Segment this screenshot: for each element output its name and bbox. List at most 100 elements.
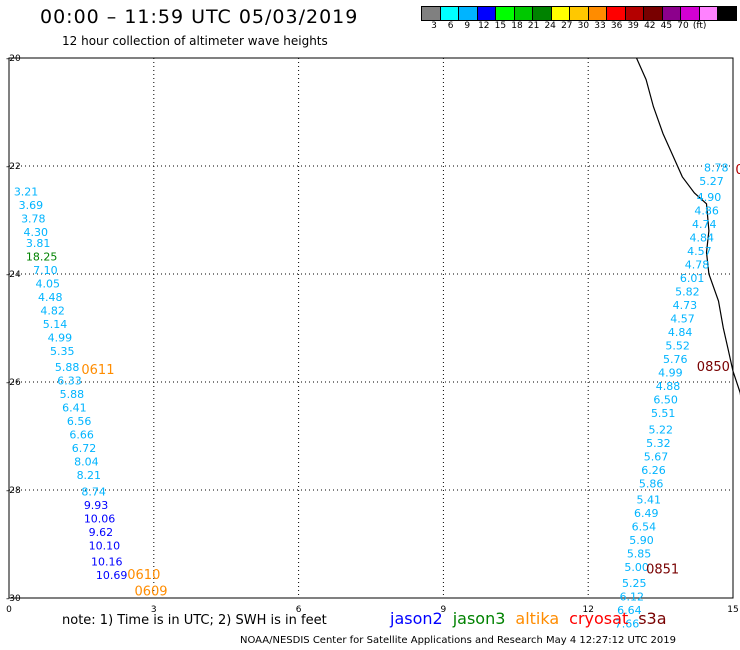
pass-time-label: 0609: [134, 584, 167, 599]
wave-height-value: 5.88: [55, 361, 80, 374]
wave-height-value: 6.49: [634, 507, 659, 520]
satellite-name: jason3: [452, 609, 506, 628]
wave-height-value: 5.32: [646, 437, 671, 450]
map-frame: [8, 57, 734, 599]
legend-label: 42: [644, 21, 656, 31]
pass-time-label: 0851: [646, 563, 679, 578]
wave-height-value: 5.88: [60, 388, 85, 401]
wave-height-value: 4.86: [694, 205, 719, 218]
wave-height-value: 5.76: [663, 353, 688, 366]
wave-height-value: 4.30: [23, 226, 48, 239]
wave-height-value: 4.78: [685, 259, 710, 272]
pass-time-label: 0850: [697, 360, 730, 375]
page-subtitle: 12 hour collection of altimeter wave hei…: [62, 34, 328, 48]
wave-height-value: 6.12: [620, 591, 645, 604]
legend-label: 6: [447, 21, 454, 31]
wave-height-value: 3.69: [19, 199, 44, 212]
wave-height-value: 10.06: [84, 512, 116, 525]
legend-label: (ft): [692, 21, 707, 31]
wave-height-value: 6.72: [72, 442, 97, 455]
satellite-legend: jason2 jason3 altika cryosat s3a: [390, 609, 677, 628]
wave-height-value: 4.99: [48, 332, 73, 345]
satellite-name: altika: [515, 609, 560, 628]
wave-height-value: 6.50: [653, 394, 678, 407]
wave-height-value: 5.41: [636, 494, 661, 507]
wave-height-value: 10.10: [89, 539, 121, 552]
x-tick-label: 6: [296, 605, 302, 615]
wave-height-value: 6.33: [57, 375, 81, 388]
legend-label: 21: [527, 21, 540, 31]
wave-height-value: 5.90: [629, 534, 654, 547]
wave-height-value: 5.52: [665, 340, 690, 353]
wave-height-value: 5.14: [43, 318, 68, 331]
legend-label: 70: [677, 21, 689, 31]
color-scale-labels: 3 6 9 12 15 18 21 24 27 30 33 36 39 42 45 70 (ft): [422, 21, 740, 33]
wave-height-value: 6.54: [632, 521, 657, 534]
legend-label: 24: [544, 21, 556, 31]
wave-height-value: 4.57: [687, 245, 712, 258]
y-tick-label: -26: [6, 378, 21, 388]
wave-height-value: 4.82: [40, 305, 65, 318]
wave-height-value: 5.27: [699, 175, 724, 188]
wave-height-value: 5.35: [50, 345, 75, 358]
legend-label: 3: [431, 21, 437, 31]
x-tick-label: 0: [6, 605, 12, 615]
legend-label: 27: [561, 21, 573, 31]
wave-height-value: 10.16: [91, 556, 123, 569]
wave-height-value: 5.22: [649, 423, 674, 436]
legend-label: 12: [478, 21, 490, 31]
wave-height-value: 3.21: [14, 186, 39, 199]
wave-height-value: 3.78: [21, 213, 46, 226]
y-tick-label: -30: [6, 594, 21, 604]
legend-label: 36: [610, 21, 623, 31]
wave-height-value: 6.64: [617, 604, 642, 617]
satellite-name: cryosat: [569, 609, 629, 628]
y-tick-label: -24: [6, 270, 21, 280]
pass-time-label: 0: [735, 163, 740, 178]
wave-height-value: 4.48: [38, 291, 63, 304]
x-tick-label: 3: [151, 605, 157, 615]
wave-height-value: 18.25: [26, 251, 58, 264]
footer-note: note: 1) Time is in UTC; 2) SWH is in fe…: [62, 613, 327, 628]
wave-height-value: 5.51: [651, 407, 676, 420]
coastline: [635, 57, 740, 396]
wave-height-value: 6.01: [680, 272, 705, 285]
wave-height-value: 4.84: [690, 232, 715, 245]
wave-height-value: 8.04: [74, 456, 99, 469]
wave-height-value: 9.62: [89, 526, 114, 539]
wave-height-value: 4.74: [692, 218, 717, 231]
x-tick-label: 12: [582, 605, 593, 615]
wave-height-value: 5.67: [644, 450, 669, 463]
x-tick-label: 15: [727, 605, 738, 615]
wave-height-value: 6.41: [62, 402, 87, 415]
wave-height-value: 5.82: [675, 286, 700, 299]
wave-height-value: 5.86: [639, 477, 664, 490]
legend-label: 18: [511, 21, 523, 31]
pass-time-label: 0610: [127, 568, 160, 583]
wave-height-value: 4.05: [36, 278, 61, 291]
wave-height-value: 5.85: [627, 548, 652, 561]
x-tick-label: 9: [441, 605, 447, 615]
wave-height-value: 4.84: [668, 326, 693, 339]
color-scale-legend: [421, 6, 737, 21]
wave-height-value: 4.99: [658, 367, 683, 380]
legend-label: 15: [494, 21, 507, 31]
wave-height-value: 7.10: [33, 264, 58, 277]
wave-height-value: 4.90: [697, 191, 722, 204]
legend-label: 45: [660, 21, 673, 31]
wave-height-value: 5.25: [622, 577, 647, 590]
satellite-name: s3a: [638, 609, 667, 628]
legend-label: 30: [577, 21, 590, 31]
wave-height-value: 6.66: [69, 429, 94, 442]
wave-height-value: 4.88: [656, 380, 681, 393]
wave-height-value: 5.00: [624, 561, 649, 574]
y-tick-label: -28: [6, 486, 21, 496]
y-tick-label: -22: [6, 162, 21, 172]
y-tick-label: -20: [6, 54, 21, 64]
wave-height-value: 3.81: [26, 237, 51, 250]
wave-height-value: 10.69: [96, 569, 128, 582]
satellite-name: jason2: [390, 609, 443, 628]
pass-time-label: 0611: [81, 363, 114, 378]
page-title: 00:00 – 11:59 UTC 05/03/2019: [40, 6, 359, 28]
